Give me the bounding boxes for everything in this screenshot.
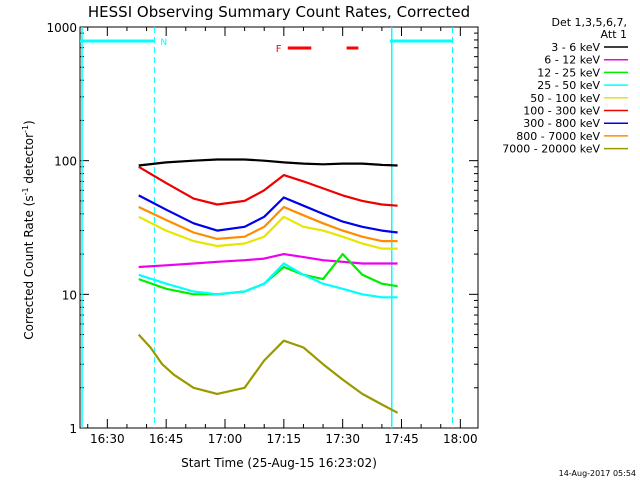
series-line: [138, 253, 398, 269]
y-axis-label: Corrected Count Rate (s-1 detector-1): [21, 120, 36, 339]
y-tick-label: 1000: [46, 21, 77, 35]
legend-label: 300 - 800 keV: [523, 117, 600, 130]
y-tick-label: 10: [62, 288, 77, 302]
legend-header-2: Att 1: [601, 28, 627, 41]
legend-label: 800 - 7000 keV: [516, 130, 600, 143]
chart-title: HESSI Observing Summary Count Rates, Cor…: [88, 3, 470, 21]
x-axis-label: Start Time (25-Aug-15 16:23:02): [181, 456, 377, 470]
legend-label: 100 - 300 keV: [523, 105, 600, 118]
x-tick-label: 17:00: [208, 432, 243, 446]
series-line: [137, 333, 399, 414]
x-tick-label: 16:30: [90, 432, 125, 446]
series-line: [138, 215, 398, 250]
series-line: [138, 262, 398, 299]
y-tick-label: 1: [69, 422, 77, 436]
y-tick-label: 100: [54, 155, 77, 169]
legend-label: 50 - 100 keV: [530, 92, 600, 105]
x-tick-label: 18:00: [443, 432, 478, 446]
plot-area: 1 10 100 1000 16:30 16:45 17:00 17:15 17:30 17:45…: [46, 21, 628, 446]
series-line: [138, 194, 398, 234]
plot-frame: [79, 26, 479, 429]
legend-label: 25 - 50 keV: [537, 79, 600, 92]
night-label: N: [160, 38, 167, 48]
legend-label: 7000 - 20000 keV: [502, 143, 600, 156]
legend-label: 6 - 12 keV: [544, 54, 600, 67]
series-line: [138, 205, 398, 243]
x-tick-label: 16:45: [149, 432, 184, 446]
series-line: [138, 253, 398, 296]
series-line: [138, 165, 398, 207]
x-tick-label: 17:45: [384, 432, 419, 446]
legend-label: 3 - 6 keV: [551, 41, 600, 54]
footer-timestamp: 14-Aug-2017 05:54: [559, 469, 636, 478]
x-tick-label: 17:30: [325, 432, 360, 446]
x-tick-label: 17:15: [267, 432, 302, 446]
series-line: [138, 158, 398, 167]
flare-flag-label: F: [276, 44, 282, 55]
legend-header-1: Det 1,3,5,6,7,: [551, 16, 627, 29]
legend-label: 12 - 25 keV: [537, 66, 600, 79]
